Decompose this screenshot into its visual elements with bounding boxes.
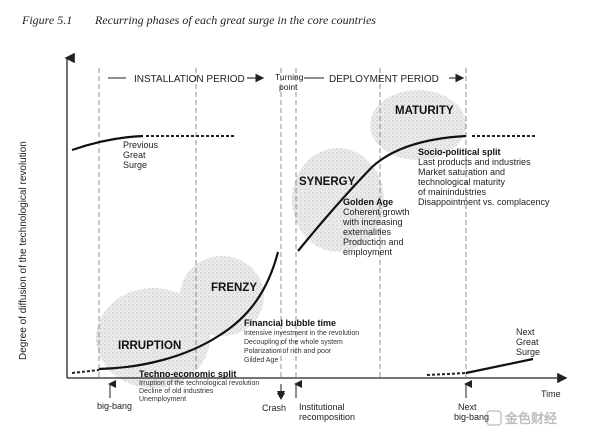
phase-synergy: SYNERGY [299, 176, 356, 188]
svg-text:Great: Great [516, 337, 539, 347]
svg-text:technological maturity: technological maturity [418, 177, 506, 187]
phase-frenzy: FRENZY [211, 282, 257, 294]
previous-surge-labels: Previous Great Surge [123, 140, 159, 170]
svg-text:Surge: Surge [516, 347, 540, 357]
installation-period-label: INSTALLATION PERIOD [134, 74, 245, 85]
svg-text:Decline of old industries: Decline of old industries [139, 388, 214, 395]
watermark-text: 金色财经 [504, 411, 557, 426]
svg-text:Coherent growth: Coherent growth [343, 207, 410, 217]
previous-surge-curve [71, 134, 144, 152]
turning-point-line2: point [279, 82, 298, 92]
svg-text:Financial bubble time: Financial bubble time [244, 318, 336, 328]
svg-text:Last products and industries: Last products and industries [418, 157, 531, 167]
bottom-markers: big-bang Crash Institutional recompositi… [97, 380, 489, 422]
big-bang-label: big-bang [97, 401, 132, 411]
next-surge-dotted [426, 372, 467, 376]
svg-text:Great: Great [123, 150, 146, 160]
svg-text:employment: employment [343, 247, 393, 257]
turning-point-line1: Turning [275, 72, 304, 82]
svg-text:Decoupling of the whole system: Decoupling of the whole system [244, 339, 343, 346]
socio-political-split: Socio-political split Last products and … [418, 147, 550, 207]
watermark: 金色财经 [486, 410, 557, 426]
svg-text:Socio-political split: Socio-political split [418, 147, 501, 157]
svg-text:Production and: Production and [343, 237, 404, 247]
svg-text:Techno-economic split: Techno-economic split [139, 369, 236, 379]
phase-irruption: IRRUPTION [118, 340, 181, 352]
institutional-label-line2: recomposition [299, 412, 355, 422]
crash-label: Crash [262, 403, 286, 413]
installation-curve [98, 251, 280, 371]
figure-title: Recurring phases of each great surge in … [94, 13, 376, 27]
svg-text:Previous: Previous [123, 140, 159, 150]
maturity-texture [370, 90, 466, 160]
y-axis-label: Degree of diffusion of the technological… [18, 141, 29, 360]
x-axis-label: Time [541, 389, 561, 399]
lead-in-dotted [71, 369, 100, 374]
period-header: INSTALLATION PERIOD Turning point DEPLOY… [108, 72, 465, 92]
financial-bubble: Financial bubble time Intensive investme… [244, 318, 359, 364]
svg-text:Irruption of the technological: Irruption of the technological revolutio… [139, 380, 259, 387]
svg-text:Next: Next [516, 327, 535, 337]
svg-text:Market saturation and: Market saturation and [418, 167, 505, 177]
golden-age: Golden Age Coherent growth with increasi… [342, 197, 410, 257]
watermark-logo-icon [486, 410, 502, 426]
svg-text:Unemployment: Unemployment [139, 396, 186, 403]
svg-text:externalities: externalities [343, 227, 392, 237]
svg-text:Golden Age: Golden Age [343, 197, 393, 207]
svg-text:Disappointment vs. complacency: Disappointment vs. complacency [418, 197, 550, 207]
phase-separators [98, 68, 467, 378]
deployment-period-label: DEPLOYMENT PERIOD [329, 74, 439, 85]
next-surge-curve [465, 357, 534, 375]
institutional-label-line1: Institutional [299, 402, 345, 412]
next-big-bang-line2: big-bang [454, 412, 489, 422]
next-surge-labels: Next Great Surge [516, 327, 540, 357]
svg-text:Polarization of rich and poor: Polarization of rich and poor [244, 348, 332, 355]
deployment-curve [297, 134, 467, 252]
techno-economic-split: Techno-economic split Irruption of the t… [139, 369, 259, 403]
svg-text:Surge: Surge [123, 160, 147, 170]
figure-number: Figure 5.1 [21, 13, 72, 27]
irruption-texture [96, 288, 210, 388]
svg-text:Intensive investment in the re: Intensive investment in the revolution [244, 330, 359, 337]
svg-text:of mainindustries: of mainindustries [418, 187, 487, 197]
svg-text:Gilded Age: Gilded Age [244, 357, 278, 364]
synergy-texture [292, 148, 384, 252]
next-big-bang-line1: Next [458, 402, 477, 412]
phase-maturity: MATURITY [395, 105, 454, 117]
svg-text:with increasing: with increasing [342, 217, 403, 227]
